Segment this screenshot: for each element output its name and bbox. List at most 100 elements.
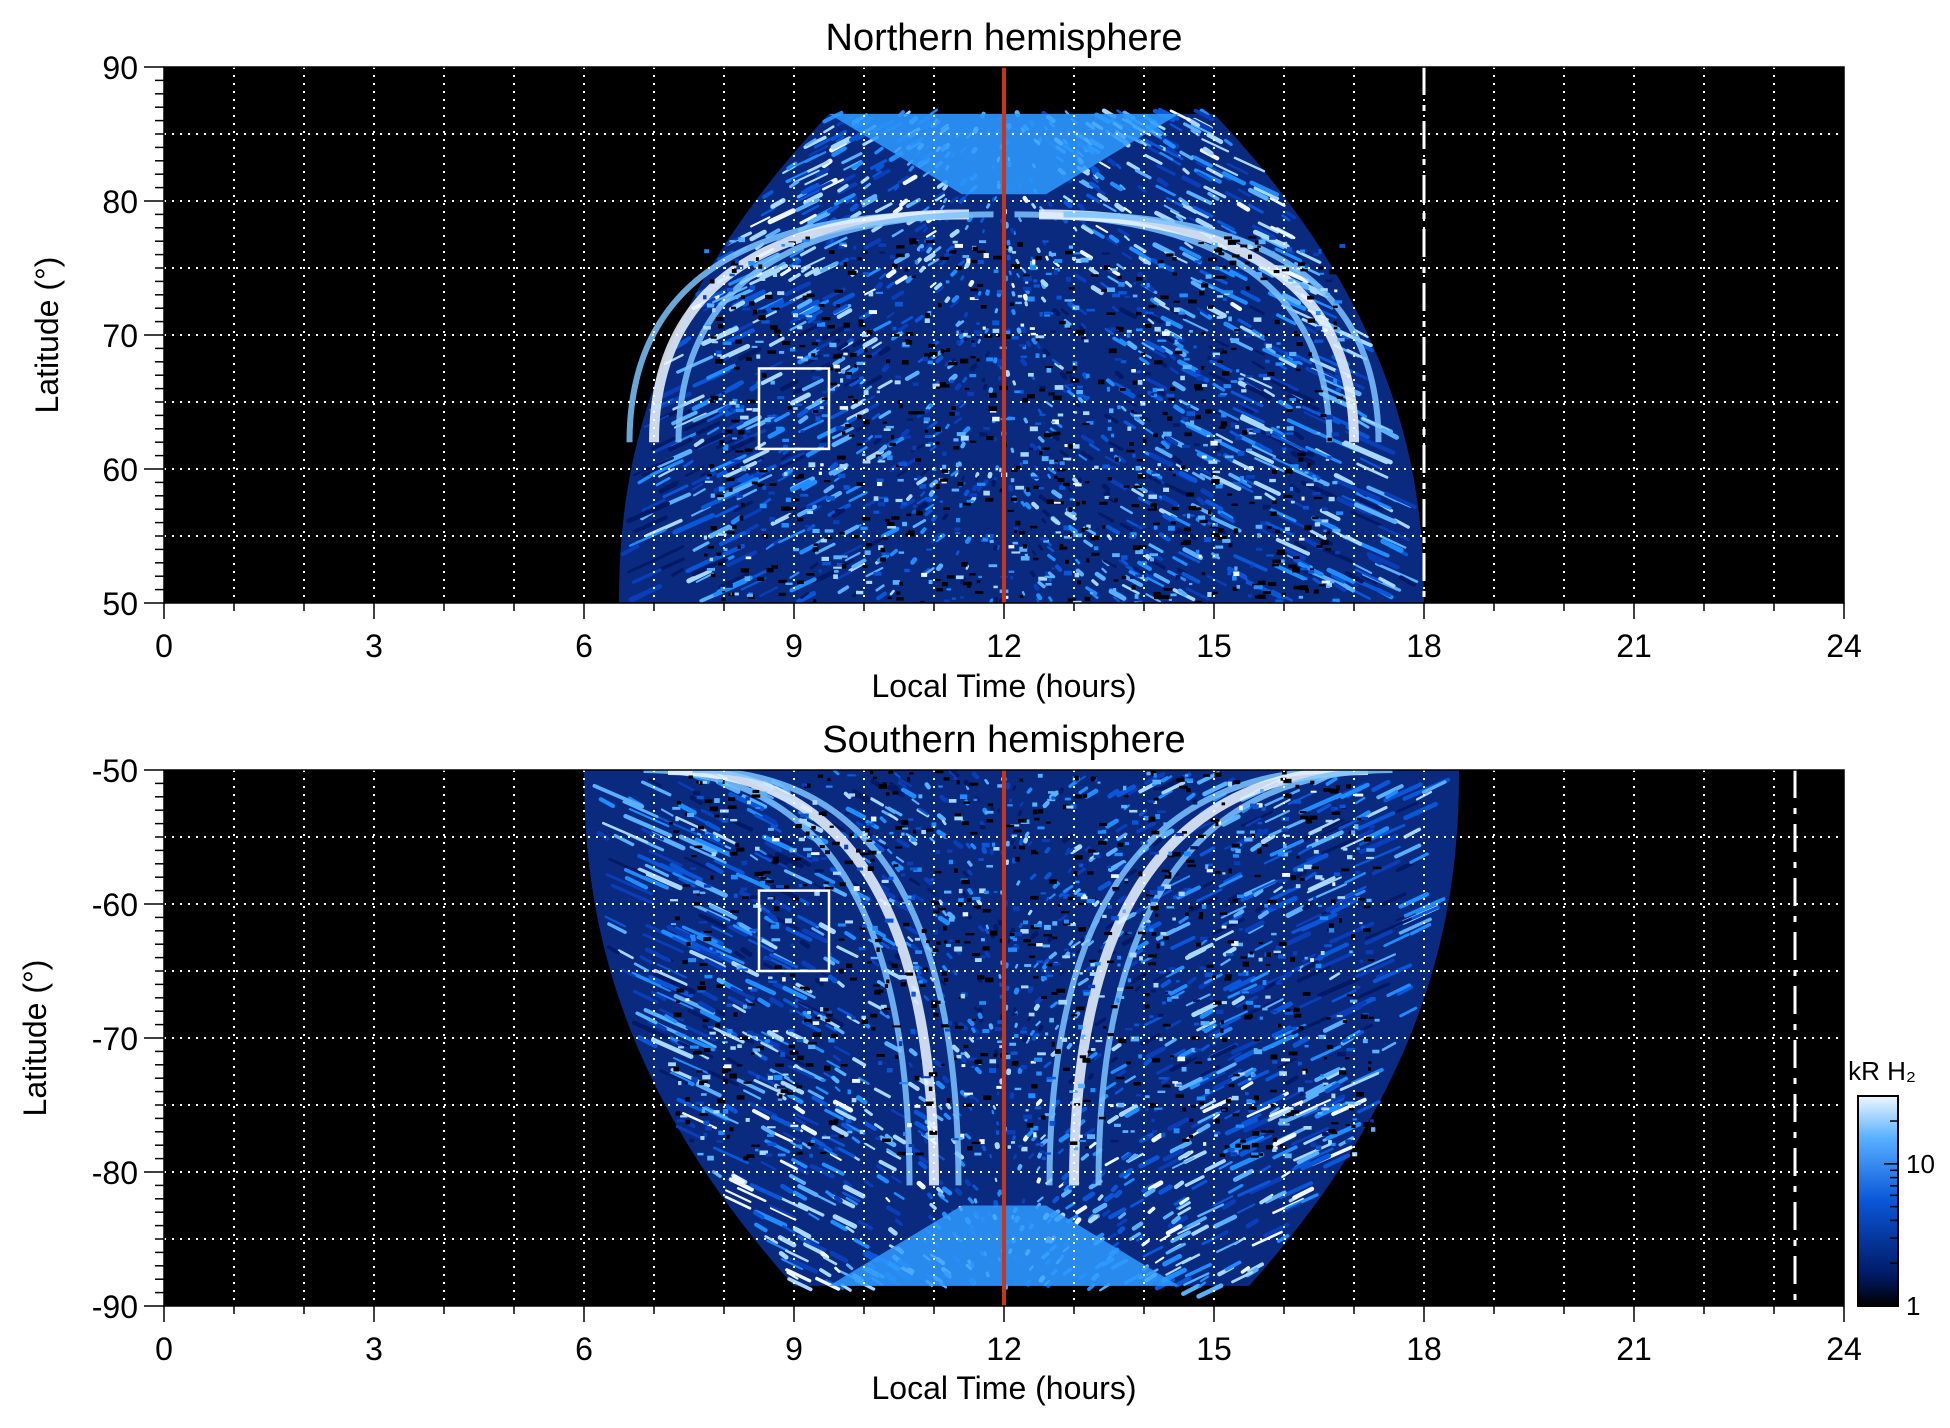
emission-speckle bbox=[1034, 818, 1039, 821]
emission-speckle bbox=[1320, 288, 1327, 291]
emission-speckle bbox=[1258, 822, 1262, 824]
emission-speckle bbox=[916, 511, 923, 516]
emission-speckle bbox=[1262, 1008, 1267, 1011]
emission-speckle bbox=[1065, 299, 1074, 301]
emission-speckle bbox=[765, 1039, 770, 1043]
emission-speckle bbox=[1329, 923, 1334, 927]
emission-speckle bbox=[1148, 495, 1157, 499]
emission-speckle bbox=[1334, 938, 1337, 942]
emission-speckle bbox=[1123, 786, 1126, 790]
emission-speckle bbox=[936, 387, 940, 390]
emission-speckle bbox=[1020, 452, 1028, 456]
emission-streak bbox=[1011, 487, 1012, 489]
emission-speckle bbox=[1304, 472, 1308, 474]
emission-speckle bbox=[683, 884, 690, 886]
emission-speckle bbox=[1323, 788, 1331, 792]
emission-speckle bbox=[753, 1048, 761, 1051]
emission-speckle bbox=[1013, 527, 1018, 529]
emission-speckle bbox=[813, 321, 821, 323]
emission-speckle bbox=[731, 307, 736, 310]
emission-speckle bbox=[737, 545, 740, 548]
emission-speckle bbox=[735, 259, 739, 264]
emission-speckle bbox=[1232, 1096, 1239, 1100]
emission-speckle bbox=[1030, 526, 1037, 529]
emission-speckle bbox=[1293, 334, 1301, 336]
emission-streak bbox=[972, 845, 975, 848]
emission-speckle bbox=[748, 261, 754, 265]
x-tick-label: 15 bbox=[1196, 628, 1232, 664]
emission-speckle bbox=[955, 528, 960, 531]
emission-speckle bbox=[1162, 1085, 1170, 1088]
emission-speckle bbox=[869, 292, 874, 296]
emission-speckle bbox=[777, 291, 784, 295]
emission-streak bbox=[939, 1106, 941, 1109]
emission-speckle bbox=[1174, 308, 1180, 313]
emission-speckle bbox=[1366, 899, 1371, 902]
emission-speckle bbox=[1300, 250, 1305, 253]
emission-speckle bbox=[1221, 1020, 1224, 1024]
emission-speckle bbox=[819, 569, 822, 572]
emission-speckle bbox=[949, 799, 957, 803]
emission-speckle bbox=[688, 992, 691, 994]
emission-speckle bbox=[897, 1152, 906, 1155]
emission-speckle bbox=[1111, 916, 1119, 920]
emission-speckle bbox=[741, 568, 749, 572]
emission-speckle bbox=[1330, 789, 1338, 794]
emission-speckle bbox=[711, 396, 719, 400]
emission-speckle bbox=[885, 984, 888, 988]
emission-streak bbox=[1023, 1200, 1024, 1202]
emission-speckle bbox=[840, 532, 845, 535]
emission-speckle bbox=[844, 328, 850, 331]
emission-streak bbox=[973, 1029, 974, 1032]
emission-streak bbox=[1025, 1137, 1027, 1140]
emission-speckle bbox=[1036, 943, 1043, 946]
emission-speckle bbox=[1015, 857, 1020, 862]
emission-speckle bbox=[945, 1029, 951, 1032]
emission-speckle bbox=[1271, 1104, 1275, 1108]
emission-speckle bbox=[714, 798, 720, 803]
emission-speckle bbox=[1279, 942, 1287, 946]
emission-streak bbox=[1048, 475, 1050, 478]
emission-streak bbox=[1038, 345, 1040, 348]
emission-speckle bbox=[824, 480, 830, 482]
emission-speckle bbox=[806, 505, 813, 509]
emission-streak bbox=[981, 1009, 982, 1011]
emission-speckle bbox=[1287, 247, 1292, 252]
emission-speckle bbox=[1135, 594, 1139, 599]
emission-speckle bbox=[726, 478, 735, 481]
emission-speckle bbox=[1186, 492, 1194, 496]
emission-streak bbox=[946, 298, 948, 301]
emission-speckle bbox=[1245, 1092, 1249, 1095]
emission-speckle bbox=[1332, 797, 1338, 799]
emission-speckle bbox=[1202, 1028, 1208, 1030]
emission-speckle bbox=[1227, 494, 1232, 496]
emission-speckle bbox=[954, 1058, 957, 1060]
emission-speckle bbox=[1037, 960, 1043, 963]
emission-speckle bbox=[1298, 262, 1305, 265]
emission-speckle bbox=[1007, 804, 1013, 806]
emission-speckle bbox=[1040, 312, 1043, 317]
emission-speckle bbox=[1207, 791, 1210, 793]
emission-speckle bbox=[678, 1081, 681, 1085]
emission-speckle bbox=[686, 942, 690, 946]
emission-speckle bbox=[902, 902, 905, 904]
emission-speckle bbox=[1017, 242, 1023, 247]
emission-streak bbox=[978, 901, 980, 904]
emission-speckle bbox=[880, 548, 884, 552]
emission-speckle bbox=[1323, 530, 1326, 532]
emission-speckle bbox=[877, 479, 884, 482]
emission-speckle bbox=[1174, 1128, 1180, 1133]
emission-speckle bbox=[896, 597, 904, 601]
emission-speckle bbox=[875, 939, 881, 942]
emission-streak bbox=[1145, 1060, 1149, 1064]
emission-speckle bbox=[1272, 1060, 1277, 1063]
emission-speckle bbox=[1075, 573, 1080, 577]
emission-speckle bbox=[1184, 358, 1190, 360]
emission-streak bbox=[966, 314, 967, 316]
emission-speckle bbox=[1109, 408, 1113, 413]
emission-speckle bbox=[1107, 287, 1115, 292]
emission-streak bbox=[1068, 1045, 1070, 1048]
emission-streak bbox=[948, 954, 951, 957]
emission-speckle bbox=[693, 1051, 702, 1055]
